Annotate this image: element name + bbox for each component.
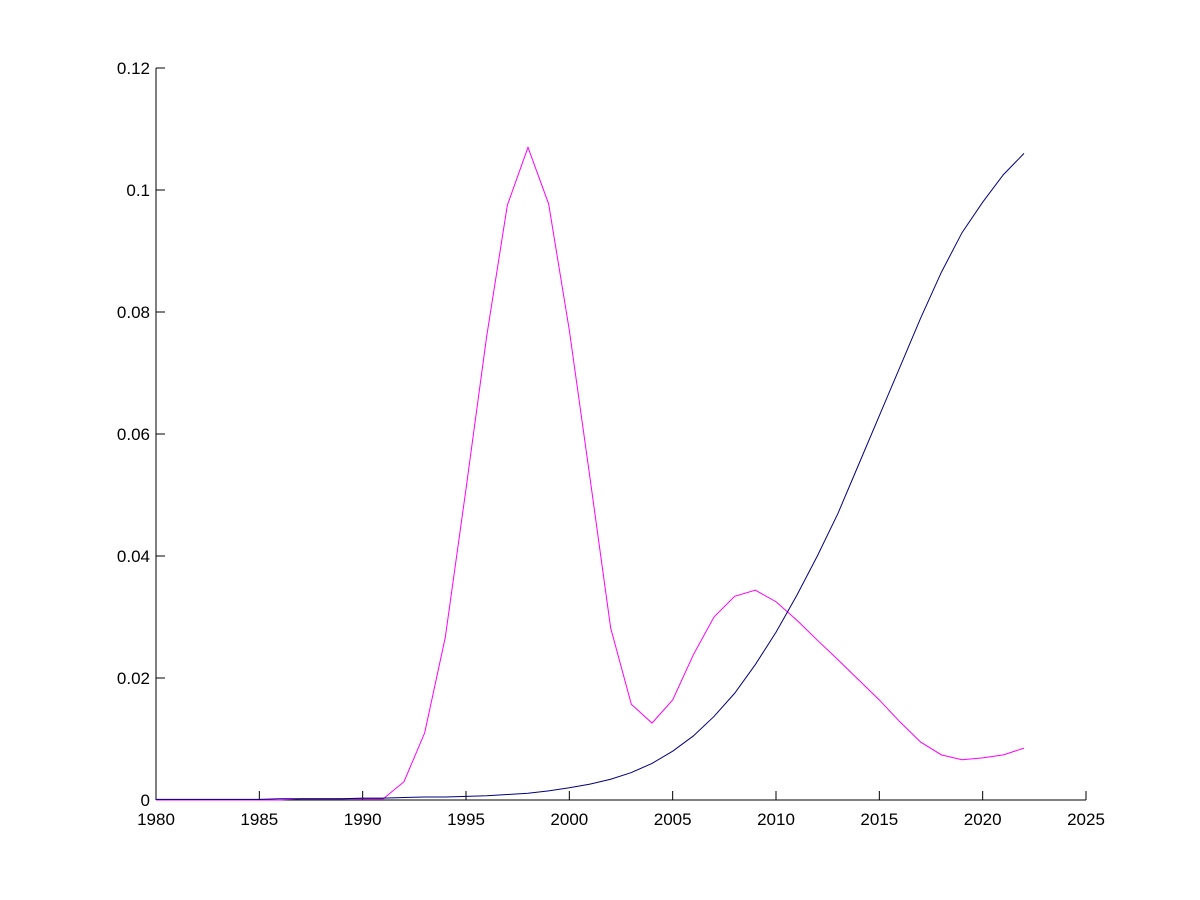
y-tick-label: 0.12 [117,59,150,78]
x-tick-label: 1995 [447,810,485,829]
x-tick-label: 2000 [550,810,588,829]
y-tick-label: 0.08 [117,303,150,322]
x-tick-label: 2025 [1067,810,1105,829]
x-tick-label: 2005 [654,810,692,829]
x-tick-label: 1980 [137,810,175,829]
x-tick-label: 2010 [757,810,795,829]
x-tick-label: 1990 [344,810,382,829]
x-tick-label: 2015 [860,810,898,829]
y-tick-label: 0.04 [117,547,150,566]
y-tick-label: 0 [141,791,150,810]
x-tick-label: 2020 [964,810,1002,829]
series-line [156,153,1025,800]
y-tick-label: 0.1 [126,181,150,200]
x-tick-label: 1985 [240,810,278,829]
y-tick-label: 0.06 [117,425,150,444]
y-tick-label: 0.02 [117,669,150,688]
